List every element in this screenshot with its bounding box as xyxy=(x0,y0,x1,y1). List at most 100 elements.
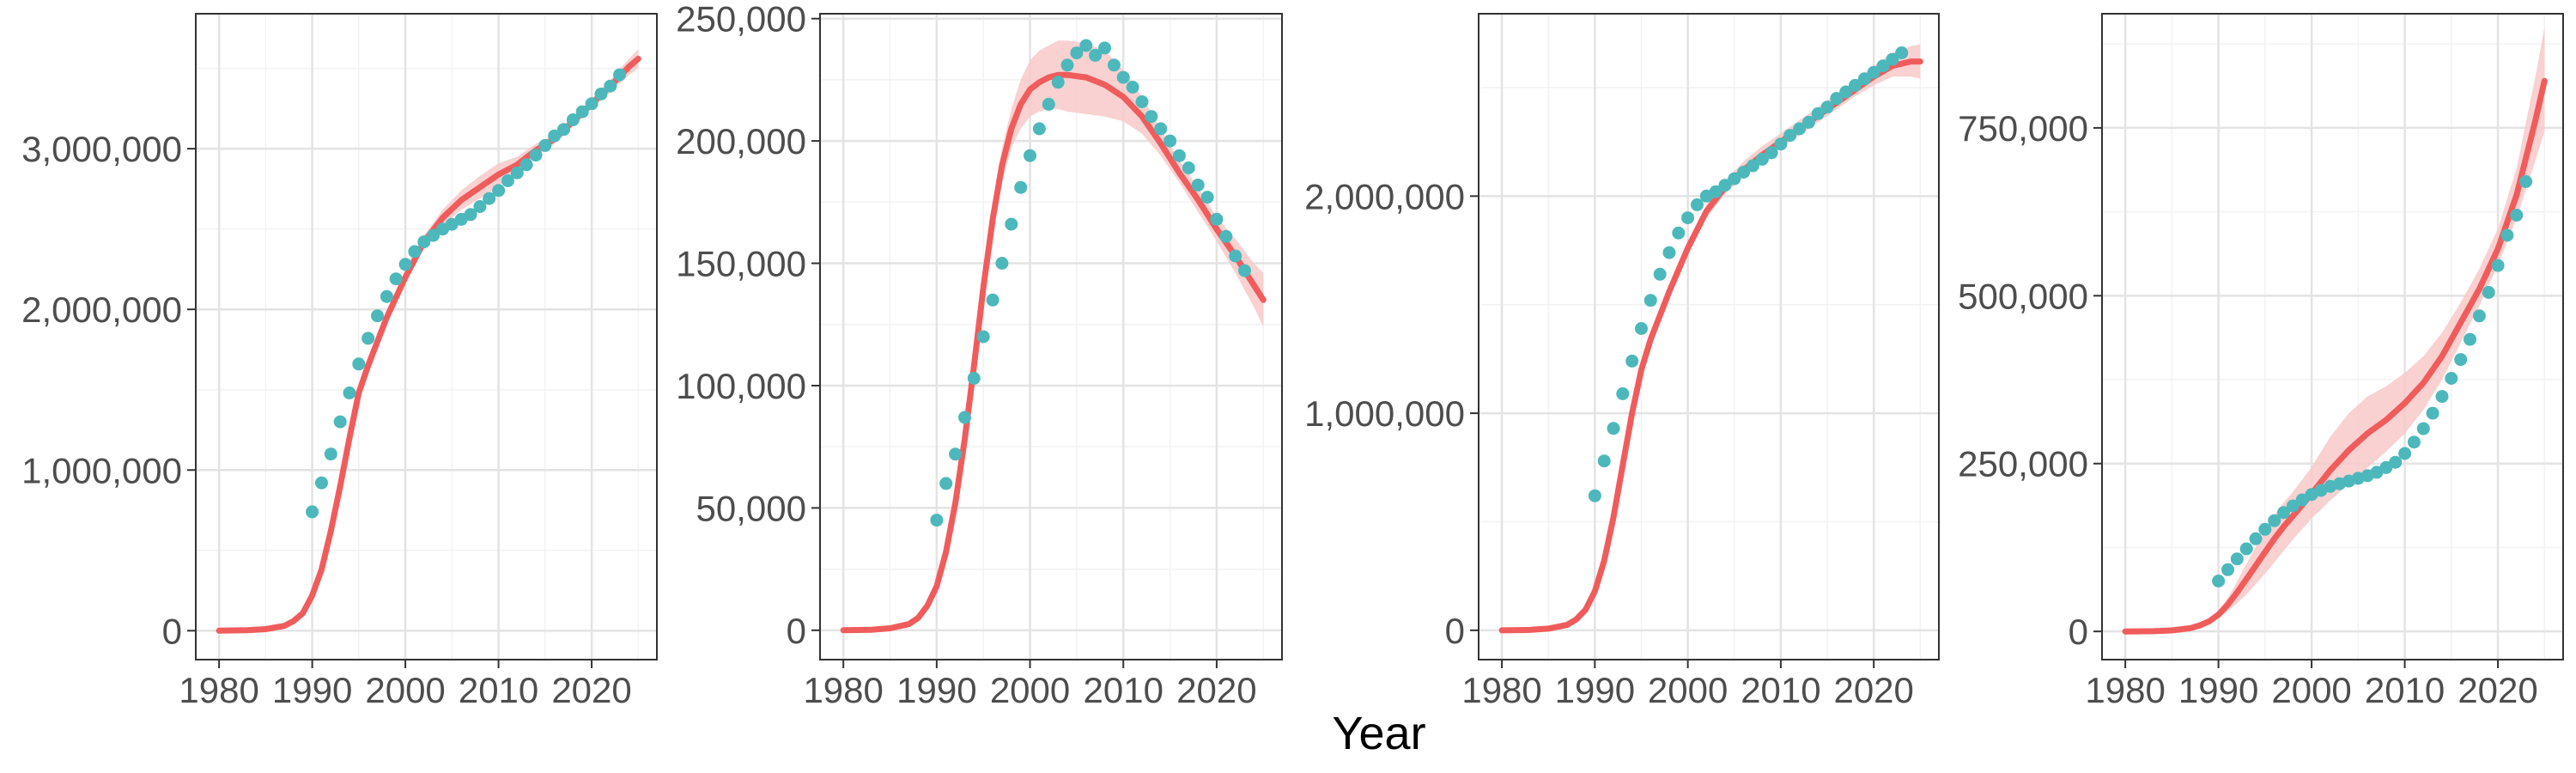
y-tick-label: 50,000 xyxy=(696,488,806,528)
panel-background xyxy=(820,14,1282,660)
y-tick-label: 250,000 xyxy=(1958,444,2088,484)
observed-point xyxy=(1662,246,1676,259)
y-tick-label: 500,000 xyxy=(1958,276,2088,316)
observed-point xyxy=(2510,209,2524,222)
observed-point xyxy=(1588,489,1601,502)
observed-point xyxy=(986,293,999,307)
observed-point xyxy=(1867,65,1880,79)
observed-point xyxy=(1191,178,1205,192)
observed-point xyxy=(1607,422,1620,435)
observed-point xyxy=(1051,76,1065,89)
observed-point xyxy=(1200,191,1214,204)
observed-point xyxy=(2500,228,2514,242)
observed-point xyxy=(352,357,366,371)
observed-point xyxy=(1653,267,1667,281)
observed-point xyxy=(538,138,552,152)
observed-point xyxy=(1172,149,1186,162)
observed-point xyxy=(1857,72,1871,86)
observed-point xyxy=(1089,48,1103,62)
observed-point xyxy=(1681,211,1695,225)
observed-point xyxy=(1014,180,1028,194)
observed-point xyxy=(333,415,347,429)
observed-point xyxy=(1032,122,1046,136)
panel-3: 1980 1990 2000 2010 2020 0 1,000,000 2,000,000 xyxy=(1304,13,1940,710)
x-tick-label: 1990 xyxy=(896,670,976,710)
observed-point xyxy=(2277,506,2290,520)
observed-point xyxy=(1145,110,1158,124)
observed-point xyxy=(1709,185,1722,198)
observed-point xyxy=(548,129,562,143)
x-tick-label: 1980 xyxy=(1461,670,1541,710)
observed-point xyxy=(2472,309,2486,323)
observed-point xyxy=(1849,78,1862,92)
observed-point xyxy=(566,113,580,126)
observed-point xyxy=(2445,372,2458,385)
x-tick-label: 2010 xyxy=(1741,670,1820,710)
observed-point xyxy=(2258,522,2272,536)
panel-background xyxy=(2102,14,2563,660)
x-axis-title: Year xyxy=(1332,708,1425,759)
observed-point xyxy=(510,166,524,180)
confidence-band xyxy=(2125,27,2545,632)
observed-point xyxy=(585,97,598,111)
observed-point xyxy=(2454,353,2468,367)
observed-point xyxy=(1210,212,1224,226)
observed-point xyxy=(1793,122,1807,136)
observed-point xyxy=(1163,134,1177,148)
y-tick-label: 1,000,000 xyxy=(21,450,182,490)
observed-point xyxy=(306,505,319,519)
panel-2: 1980 1990 2000 2010 2020 0 50,000 100,000 150,00… xyxy=(676,0,1283,710)
observed-point xyxy=(2407,435,2421,449)
observed-point xyxy=(1746,159,1759,173)
observed-point xyxy=(949,447,963,461)
observed-point xyxy=(1060,58,1074,72)
observed-point xyxy=(2286,499,2300,513)
observed-point xyxy=(1691,198,1704,211)
panel-border xyxy=(1478,13,1940,660)
y-tick-label: 1,000,000 xyxy=(1304,393,1465,434)
observed-point xyxy=(2212,575,2226,587)
observed-point xyxy=(361,332,375,345)
observed-point xyxy=(417,235,431,249)
observed-point xyxy=(315,476,328,490)
observed-point xyxy=(501,174,514,187)
panels: 1980 1990 2000 2010 2020 0 1,000,000 2,000,000 3… xyxy=(21,0,2564,710)
observed-point xyxy=(2268,514,2281,527)
y-tick-label: 100,000 xyxy=(676,366,806,406)
observed-point xyxy=(1774,137,1788,151)
observed-point xyxy=(1042,97,1055,111)
observed-point xyxy=(389,272,403,286)
observed-point xyxy=(1079,39,1093,52)
observed-point xyxy=(1755,152,1769,166)
observed-point xyxy=(604,79,617,93)
observed-point xyxy=(2230,552,2244,566)
x-tick-label: 2000 xyxy=(1648,670,1728,710)
observed-point xyxy=(1643,294,1657,307)
x-tick-label: 2020 xyxy=(2458,670,2537,710)
observed-point xyxy=(2464,332,2476,346)
observed-point xyxy=(1635,322,1648,335)
observed-point xyxy=(2491,259,2505,272)
x-tick-label: 2020 xyxy=(551,670,631,710)
observed-point xyxy=(1219,229,1233,243)
observed-point xyxy=(557,123,570,137)
x-tick-label: 2010 xyxy=(2365,670,2445,710)
observed-point xyxy=(613,68,627,82)
y-tick-label: 3,000,000 xyxy=(21,129,182,169)
observed-point xyxy=(1107,58,1121,72)
observed-point xyxy=(1728,172,1741,186)
observed-point xyxy=(1839,85,1853,99)
panel-background xyxy=(1479,14,1939,660)
observed-point xyxy=(1783,129,1797,143)
observed-point xyxy=(1098,41,1111,55)
x-tick-label: 2000 xyxy=(365,670,445,710)
observed-point xyxy=(427,228,440,242)
observed-point xyxy=(958,411,971,424)
y-tick-label: 0 xyxy=(2069,612,2088,652)
observed-point xyxy=(2295,493,2309,507)
y-tick-label: 0 xyxy=(1445,611,1465,651)
observed-point xyxy=(2426,406,2439,420)
observed-point xyxy=(1116,70,1130,84)
observed-point xyxy=(371,309,384,323)
observed-point xyxy=(1135,95,1149,108)
